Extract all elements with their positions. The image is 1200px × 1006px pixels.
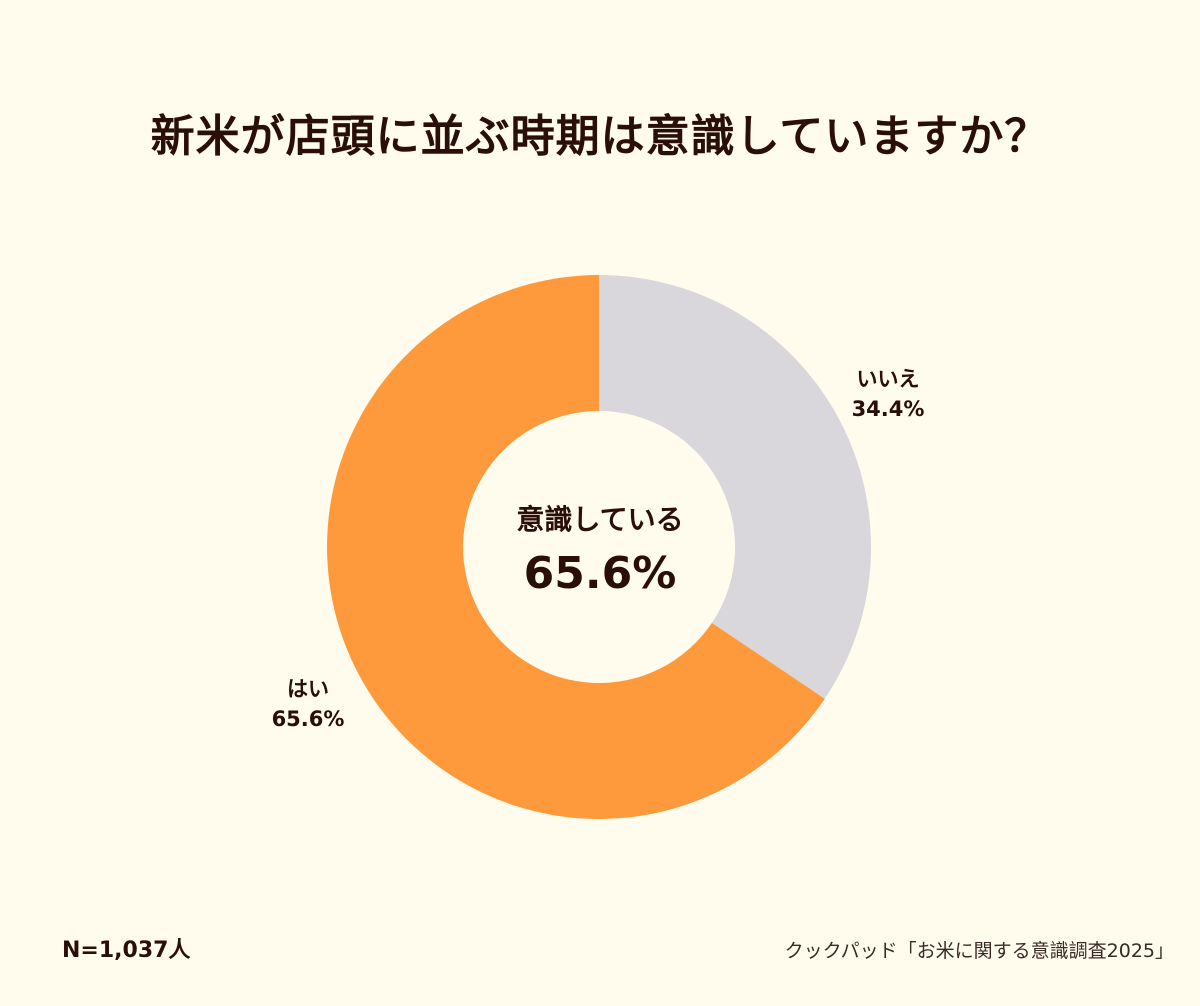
center-value: 65.6% bbox=[523, 548, 677, 599]
slice-label-no: いいえ 34.4% bbox=[838, 364, 938, 424]
slice-label-yes-value: 65.6% bbox=[271, 707, 345, 731]
slice-no bbox=[599, 275, 872, 699]
center-label: 意識している bbox=[516, 503, 684, 536]
slice-label-no-name: いいえ bbox=[856, 367, 920, 391]
slice-label-no-value: 34.4% bbox=[851, 397, 925, 421]
slice-label-yes-name: はい bbox=[287, 677, 329, 701]
sample-size: N=1,037人 bbox=[62, 938, 191, 963]
chart-title: 新米が店頭に並ぶ時期は意識していますか？ bbox=[150, 111, 1050, 162]
slice-label-yes: はい 65.6% bbox=[258, 674, 358, 734]
source-credit: クックパッド「お米に関する意識調査2025」 bbox=[784, 940, 1174, 962]
slice-yes bbox=[327, 275, 825, 819]
